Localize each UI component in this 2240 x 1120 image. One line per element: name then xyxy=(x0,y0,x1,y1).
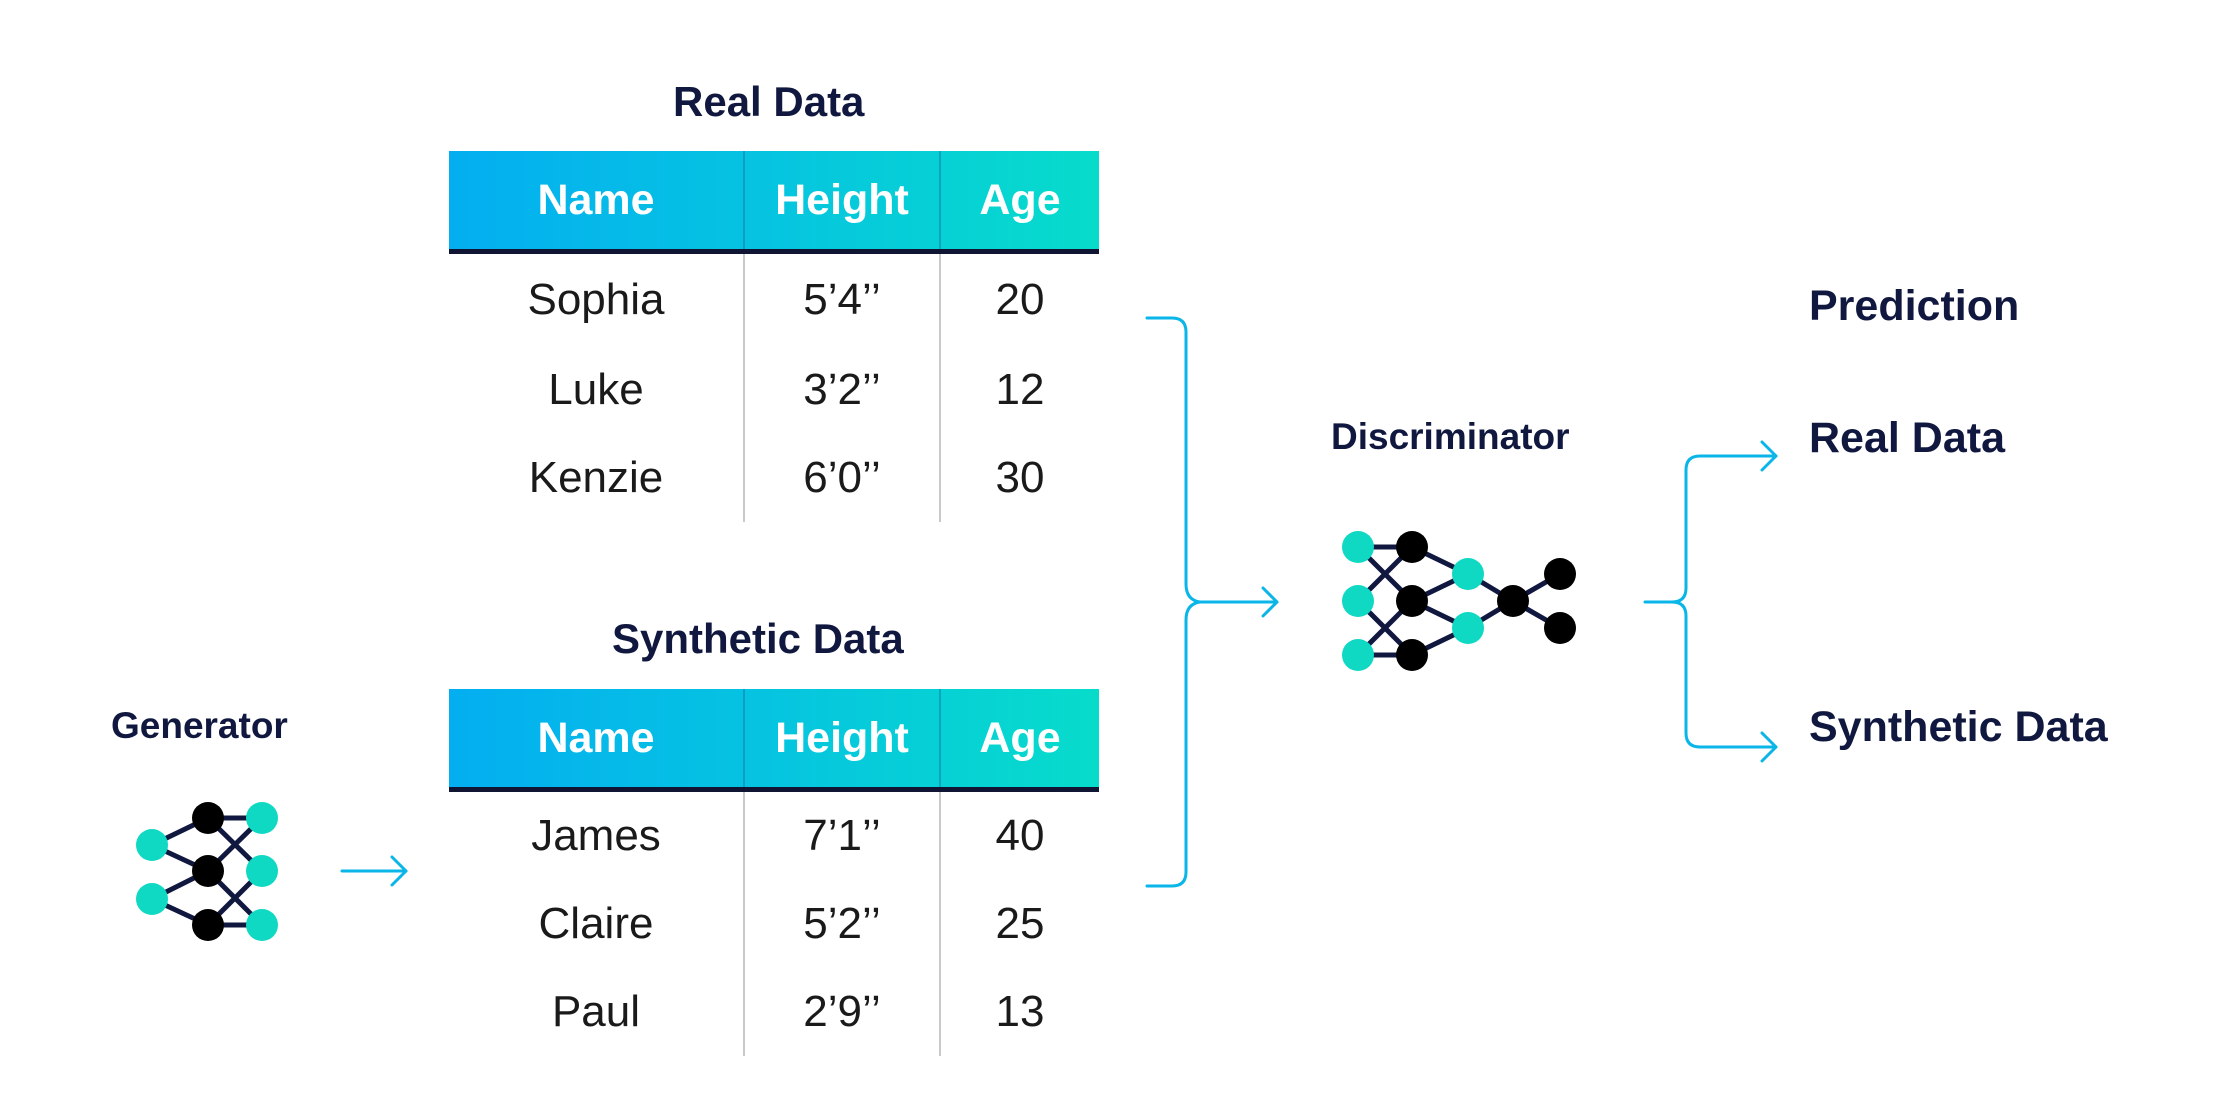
merge-bracket-arrow xyxy=(1145,316,1279,888)
network-node xyxy=(1342,585,1374,617)
column-header-name: Name xyxy=(537,175,655,224)
prediction-split-arrows xyxy=(1643,440,1778,763)
real-data-table: Name Height Age Sophia Luke Kenzie 5’4’’… xyxy=(449,151,1099,522)
discriminator-network-icon xyxy=(1342,531,1576,671)
prediction-synthetic-data: Synthetic Data xyxy=(1809,703,2108,751)
network-node xyxy=(246,855,278,887)
table-cell: 25 xyxy=(995,899,1045,948)
table-cell: 40 xyxy=(995,811,1045,860)
network-node xyxy=(192,909,224,941)
table-cell: 7’1’’ xyxy=(803,811,881,860)
network-node xyxy=(1396,639,1428,671)
network-node xyxy=(136,883,168,915)
table-header: Name Height Age xyxy=(449,151,1099,254)
name-column: Sophia Luke Kenzie xyxy=(449,254,743,522)
network-node xyxy=(192,855,224,887)
discriminator-label: Discriminator xyxy=(1331,416,1570,457)
generator-network-icon xyxy=(136,802,278,941)
table-cell: 30 xyxy=(995,453,1045,502)
network-node xyxy=(1452,558,1484,590)
synthetic-data-table: Name Height Age James Claire Paul 7’1’’ … xyxy=(449,689,1099,1056)
column-header-height: Height xyxy=(743,689,939,787)
age-column: 20 12 30 xyxy=(939,254,1099,522)
synthetic-data-title: Synthetic Data xyxy=(612,615,904,662)
column-header-age: Age xyxy=(939,151,1099,249)
age-column: 40 25 13 xyxy=(939,792,1099,1056)
network-node xyxy=(1544,558,1576,590)
table-cell: Kenzie xyxy=(528,453,664,502)
network-node xyxy=(1396,531,1428,563)
network-node xyxy=(1342,639,1374,671)
generator-arrow xyxy=(340,855,408,887)
table-cell: Luke xyxy=(548,365,644,414)
table-cell: Claire xyxy=(538,899,654,948)
table-cell: 6’0’’ xyxy=(803,453,881,502)
table-cell: James xyxy=(531,811,661,860)
network-node xyxy=(1544,612,1576,644)
network-node xyxy=(192,802,224,834)
column-header-name: Name xyxy=(537,713,655,762)
table-cell: Paul xyxy=(551,987,641,1036)
network-node xyxy=(1342,531,1374,563)
table-body: James Claire Paul 7’1’’ 5’2’’ 2’9’’ 40 2… xyxy=(449,792,1099,1056)
table-cell: 2’9’’ xyxy=(803,987,881,1036)
table-cell: Sophia xyxy=(527,275,665,324)
network-node xyxy=(246,802,278,834)
name-column: James Claire Paul xyxy=(449,792,743,1056)
network-node xyxy=(1452,612,1484,644)
real-data-title: Real Data xyxy=(673,78,865,125)
prediction-title: Prediction xyxy=(1809,282,2020,330)
table-header: Name Height Age xyxy=(449,689,1099,792)
height-column: 5’4’’ 3’2’’ 6’0’’ xyxy=(743,254,939,522)
network-node xyxy=(1497,585,1529,617)
table-body: Sophia Luke Kenzie 5’4’’ 3’2’’ 6’0’’ 20 … xyxy=(449,254,1099,522)
network-node xyxy=(1396,585,1428,617)
network-node xyxy=(136,829,168,861)
table-cell: 5’2’’ xyxy=(803,899,881,948)
table-cell: 12 xyxy=(995,365,1045,414)
height-column: 7’1’’ 5’2’’ 2’9’’ xyxy=(743,792,939,1056)
table-cell: 13 xyxy=(995,987,1045,1036)
table-cell: 3’2’’ xyxy=(803,365,881,414)
table-cell: 5’4’’ xyxy=(803,275,881,324)
generator-label: Generator xyxy=(111,705,288,746)
column-header-height: Height xyxy=(743,151,939,249)
column-header-age: Age xyxy=(939,689,1099,787)
network-node xyxy=(246,909,278,941)
table-cell: 20 xyxy=(995,275,1045,324)
prediction-real-data: Real Data xyxy=(1809,414,2005,462)
